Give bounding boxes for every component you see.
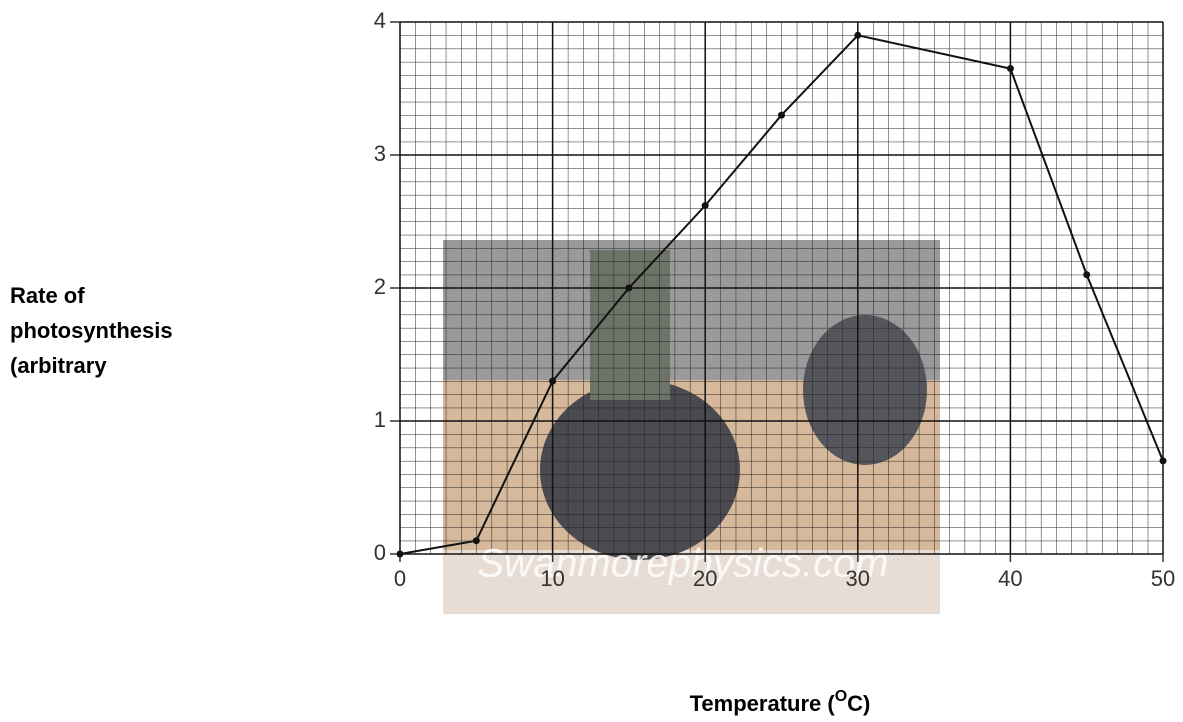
y-tick-label: 1	[374, 407, 386, 432]
x-tick-label: 40	[998, 566, 1022, 591]
data-point	[1083, 271, 1090, 278]
data-point	[778, 112, 785, 119]
data-point	[1007, 65, 1014, 72]
y-label-line: photosynthesis	[10, 318, 173, 343]
x-axis-label: Temperature (OC)	[690, 688, 871, 716]
data-point	[625, 285, 632, 292]
data-point	[473, 537, 480, 544]
y-tick-label: 4	[374, 8, 386, 33]
data-point	[397, 551, 404, 558]
x-tick-label: 20	[693, 566, 717, 591]
y-tick-label: 0	[374, 540, 386, 565]
y-tick-label: 3	[374, 141, 386, 166]
data-point	[549, 378, 556, 385]
data-point	[702, 202, 709, 209]
watermark: Swanmorephysics.com	[477, 542, 888, 586]
y-label-line: (arbitrary	[10, 353, 107, 378]
y-axis-label: Rate of photosynthesis (arbitrary	[10, 283, 173, 378]
x-label-end: C)	[847, 691, 870, 716]
data-point	[1160, 457, 1167, 464]
x-label-text: Temperature (	[690, 691, 836, 716]
data-point	[854, 32, 861, 39]
x-tick-label: 50	[1151, 566, 1175, 591]
x-tick-label: 0	[394, 566, 406, 591]
y-label-line: Rate of	[10, 283, 85, 308]
chart: Swanmorephysics.com Rate of photosynthesi…	[0, 0, 1183, 722]
x-tick-label: 10	[540, 566, 564, 591]
x-tick-label: 30	[846, 566, 870, 591]
x-label-sup: O	[835, 688, 847, 705]
y-tick-label: 2	[374, 274, 386, 299]
